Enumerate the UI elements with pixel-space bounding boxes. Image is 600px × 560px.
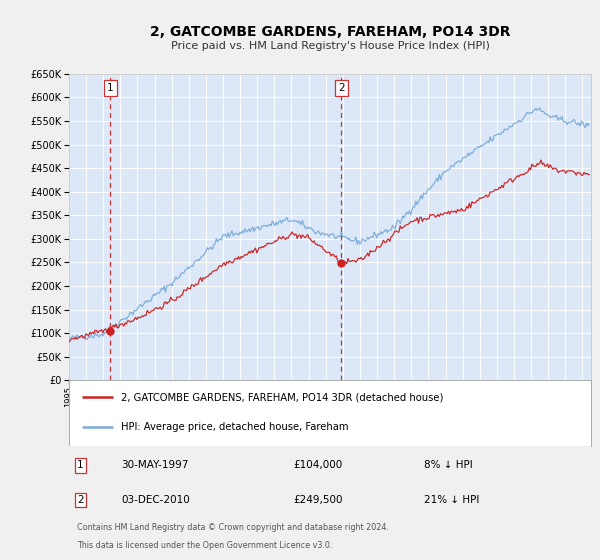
Text: 21% ↓ HPI: 21% ↓ HPI [424,495,479,505]
Text: 1: 1 [77,460,84,470]
Text: Price paid vs. HM Land Registry's House Price Index (HPI): Price paid vs. HM Land Registry's House … [170,41,490,51]
Text: This data is licensed under the Open Government Licence v3.0.: This data is licensed under the Open Gov… [77,540,332,549]
Text: 30-MAY-1997: 30-MAY-1997 [121,460,188,470]
Text: 2, GATCOMBE GARDENS, FAREHAM, PO14 3DR (detached house): 2, GATCOMBE GARDENS, FAREHAM, PO14 3DR (… [121,392,443,402]
Text: 2, GATCOMBE GARDENS, FAREHAM, PO14 3DR: 2, GATCOMBE GARDENS, FAREHAM, PO14 3DR [150,25,510,39]
Text: HPI: Average price, detached house, Fareham: HPI: Average price, detached house, Fare… [121,422,349,432]
Text: 2: 2 [338,83,345,94]
Text: 03-DEC-2010: 03-DEC-2010 [121,495,190,505]
Text: 2: 2 [77,495,84,505]
Text: 8% ↓ HPI: 8% ↓ HPI [424,460,473,470]
Text: Contains HM Land Registry data © Crown copyright and database right 2024.: Contains HM Land Registry data © Crown c… [77,524,389,533]
Text: £249,500: £249,500 [293,495,343,505]
Text: £104,000: £104,000 [293,460,343,470]
Text: 1: 1 [107,83,114,94]
